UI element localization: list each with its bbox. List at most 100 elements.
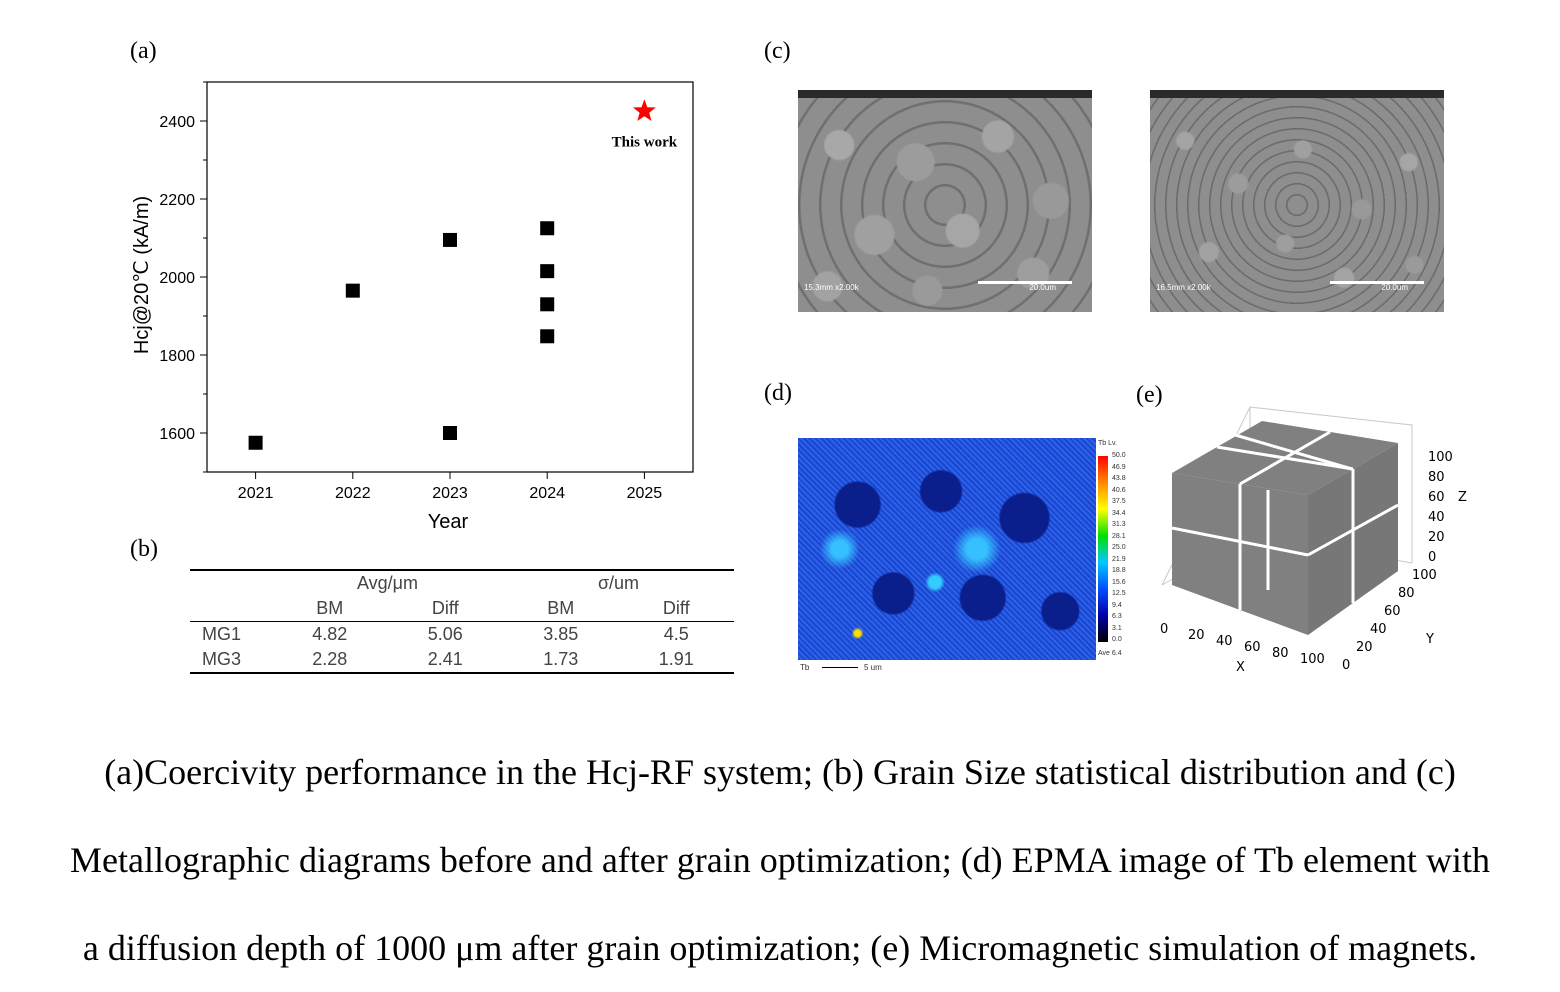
y-tick-label: 2400 xyxy=(159,114,195,131)
cube-x-tick: 60 xyxy=(1244,640,1261,655)
y-tick-label: 2200 xyxy=(159,192,195,209)
sem-scale-bar xyxy=(978,281,1072,284)
table-group-header-row: Avg/μm σ/um xyxy=(190,569,734,596)
cube-y-tick: 0 xyxy=(1342,658,1350,673)
x-tick-label: 2021 xyxy=(238,485,274,502)
table-cell: 4.5 xyxy=(663,624,689,644)
x-tick-label: 2025 xyxy=(627,485,663,502)
colorbar-level-label: 18.8 xyxy=(1112,567,1126,574)
cube-z-axis-label: Z xyxy=(1458,490,1467,505)
cube-y-tick: 100 xyxy=(1412,568,1437,583)
chart-axes: 2021 2022 2023 2024 2025 1600 1800 2000 2200 2400 xyxy=(159,81,694,502)
colorbar-level-label: 46.9 xyxy=(1112,463,1126,471)
data-point-square xyxy=(540,329,555,344)
data-point-square xyxy=(443,426,457,440)
data-point-square xyxy=(248,435,263,450)
cube-tick-labels: 0 20 40 60 80 100 0 20 40 60 80 100 0 20 40 60 80 100 xyxy=(1160,450,1453,673)
figure-caption: (a)Coercivity performance in the Hcj-RF … xyxy=(0,728,1560,992)
sem-image-after: 16.5mm x2.00k 20.0um xyxy=(1150,90,1444,312)
table-cell: 5.06 xyxy=(427,624,463,644)
table-cell: 1.91 xyxy=(618,647,734,674)
y-axis-label: Hcj@20℃ (kA/m) xyxy=(131,196,153,354)
cube-y-tick: 60 xyxy=(1384,604,1401,619)
colorbar-level-label: 0.0 xyxy=(1112,636,1122,643)
colorbar-level-label: 40.6 xyxy=(1112,486,1126,494)
cube-x-tick: 0 xyxy=(1160,622,1168,637)
colorbar-level-label: 50.0 xyxy=(1112,452,1126,459)
panel-c-label: (c) xyxy=(764,38,791,64)
table-sub-header: BM xyxy=(272,596,388,622)
caption-line: a diffusion depth of 1000 μm after grain… xyxy=(82,928,1478,968)
y-tick-label: 1800 xyxy=(159,348,195,365)
colorbar-level-label: 25.0 xyxy=(1112,544,1126,551)
cube-x-tick: 40 xyxy=(1216,634,1233,649)
sem-scale-label: 20.0um xyxy=(1029,283,1056,292)
data-point-square xyxy=(540,297,555,312)
table-group-header: Avg/μm xyxy=(272,569,503,596)
table-row: MG3 2.28 2.41 1.73 1.91 xyxy=(190,647,734,674)
sem-scale-bar xyxy=(1330,281,1424,284)
cube-x-tick: 20 xyxy=(1188,628,1205,643)
colorbar-title: Tb Lv. xyxy=(1098,440,1117,447)
table-row-label: MG1 xyxy=(202,624,242,644)
colorbar-average: Ave 6.4 xyxy=(1098,650,1122,657)
table-sub-header-row: BM Diff BM Diff xyxy=(190,596,734,622)
data-point-square xyxy=(540,264,555,279)
colorbar-level-label: 21.9 xyxy=(1112,555,1126,563)
table-cell: 2.28 xyxy=(272,647,388,674)
panel-a-label: (a) xyxy=(130,38,157,64)
table-sub-header: Diff xyxy=(387,596,503,622)
data-point-star xyxy=(633,99,656,121)
colorbar-level-label: 3.1 xyxy=(1112,624,1122,632)
sem-image-before: 15.3mm x2.00k 20.0um xyxy=(798,90,1092,312)
epma-element-label: Tb xyxy=(800,663,810,672)
colorbar-level-label: 12.5 xyxy=(1112,590,1126,597)
sem-info-text: 16.5mm x2.00k xyxy=(1156,283,1211,292)
epma-scale-label: 5 um xyxy=(864,663,882,672)
cube-y-tick: 40 xyxy=(1370,622,1387,637)
micromagnetic-cube-plot: 0 20 40 60 80 100 0 20 40 60 80 100 0 20 40 60 80 100 X Y… xyxy=(1160,406,1467,675)
colorbar-level-label: 31.3 xyxy=(1112,521,1126,528)
table-cell: 4.82 xyxy=(312,624,348,644)
table-group-header: σ/um xyxy=(503,569,734,596)
cube-z-tick: 20 xyxy=(1428,530,1445,545)
y-tick-label: 2000 xyxy=(159,270,195,287)
cube-z-tick: 80 xyxy=(1428,470,1445,485)
cube-y-tick: 20 xyxy=(1356,640,1373,655)
chart-marks: This work xyxy=(248,99,678,450)
cube-x-axis-label: X xyxy=(1236,660,1245,675)
grain-size-table: Avg/μm σ/um BM Diff BM Diff MG1 4.82 5.0… xyxy=(190,569,734,674)
colorbar-level-label: 6.3 xyxy=(1112,613,1122,620)
cube-y-tick: 80 xyxy=(1398,586,1415,601)
sem-info-text: 15.3mm x2.00k xyxy=(804,283,859,292)
x-axis-label: Year xyxy=(428,511,469,533)
colorbar-level-label: 15.6 xyxy=(1112,578,1126,586)
table-cell: 3.85 xyxy=(543,624,579,644)
y-tick-label: 1600 xyxy=(159,426,195,443)
table-cell: 2.41 xyxy=(387,647,503,674)
data-point-square xyxy=(345,283,360,298)
colorbar-level-label: 34.4 xyxy=(1112,509,1126,517)
epma-tb-map xyxy=(798,438,1096,660)
cube-x-tick: 100 xyxy=(1300,652,1325,667)
cube-x-tick: 80 xyxy=(1272,646,1289,661)
colorbar-level-label: 37.5 xyxy=(1112,498,1126,505)
caption-line: (a)Coercivity performance in the Hcj-RF … xyxy=(104,752,1456,792)
annotation-this-work: This work xyxy=(612,135,678,151)
colorbar-level-label: 9.4 xyxy=(1112,601,1122,609)
table-row: MG1 4.82 5.06 3.85 4.5 xyxy=(190,622,734,648)
cube-z-tick: 0 xyxy=(1428,550,1436,565)
cube-z-tick: 60 xyxy=(1428,490,1445,505)
colorbar-level-label: 43.8 xyxy=(1112,475,1126,482)
table-row-label: MG3 xyxy=(190,647,272,674)
table-cell: 1.73 xyxy=(503,647,619,674)
colorbar-level-label: 28.1 xyxy=(1112,532,1126,540)
x-tick-label: 2023 xyxy=(432,485,468,502)
panel-e-label: (e) xyxy=(1136,382,1163,408)
grain-boundaries xyxy=(1171,428,1399,610)
hcj-scatter-chart: 2021 2022 2023 2024 2025 1600 1800 2000 2200 2400… xyxy=(131,81,694,533)
x-tick-label: 2024 xyxy=(529,485,565,502)
cube-z-tick: 100 xyxy=(1428,450,1453,465)
table-sub-header: Diff xyxy=(618,596,734,622)
panel-b-label: (b) xyxy=(130,536,158,562)
